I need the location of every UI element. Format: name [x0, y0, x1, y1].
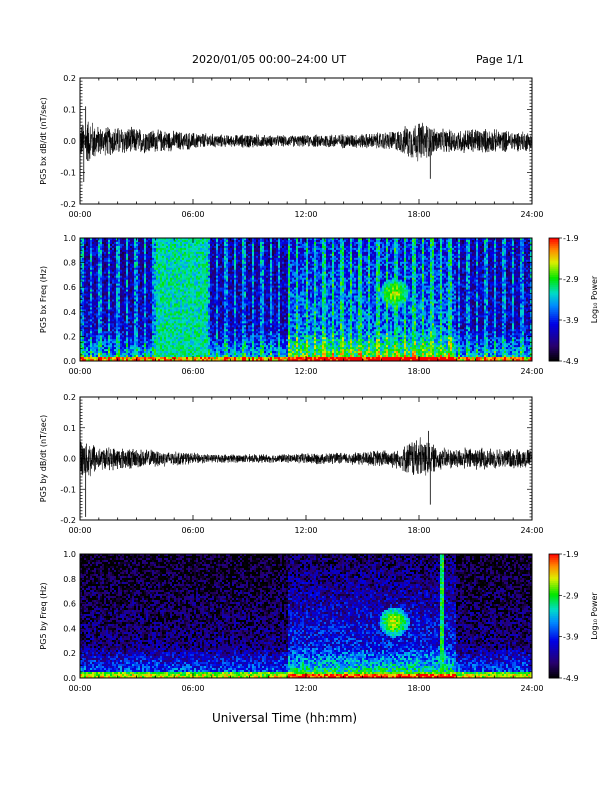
x-tick-label: 24:00 [520, 526, 543, 535]
y-tick-label: 0.0 [63, 357, 76, 366]
bx-spectrogram [80, 238, 532, 361]
colorbar-tick-label: -4.9 [563, 674, 579, 683]
signal-trace [80, 122, 532, 161]
x-tick-label: 18:00 [407, 684, 430, 693]
y-tick-label: 0.4 [63, 308, 76, 317]
y-tick-label: -0.1 [60, 169, 76, 178]
x-tick-label: 12:00 [294, 526, 317, 535]
y-tick-label: 0.2 [63, 649, 76, 658]
colorbar-label: Log₁₀ Power [590, 275, 599, 323]
y-tick-label: 0.2 [63, 393, 76, 402]
x-tick-label: 18:00 [407, 526, 430, 535]
y-axis-label: PG5 bx Freq (Hz) [39, 266, 48, 333]
by-timeseries [80, 397, 532, 520]
x-tick-label: 24:00 [520, 684, 543, 693]
bx-timeseries [80, 78, 532, 204]
y-tick-label: -0.2 [60, 516, 76, 525]
y-axis-label: PG5 by dB/dt (nT/sec) [39, 415, 48, 502]
x-tick-label: 00:00 [68, 684, 91, 693]
colorbar-tick-label: -2.9 [563, 591, 579, 600]
y-tick-label: 0.1 [63, 424, 76, 433]
y-tick-label: 0.2 [63, 74, 76, 83]
y-tick-label: 0.8 [63, 575, 76, 584]
bx-spectrogram-colorbar [549, 238, 562, 362]
x-tick-label: 06:00 [181, 210, 204, 219]
x-tick-label: 00:00 [68, 210, 91, 219]
y-tick-label: 0.1 [63, 106, 76, 115]
colorbar-tick-label: -3.9 [563, 316, 579, 325]
colorbar-tick-label: -1.9 [563, 234, 579, 243]
x-tick-label: 18:00 [407, 367, 430, 376]
y-tick-label: 0.0 [63, 137, 76, 146]
x-tick-label: 12:00 [294, 684, 317, 693]
y-axis-label: PG5 bx dB/dt (nT/sec) [39, 97, 48, 184]
x-tick-label: 24:00 [520, 367, 543, 376]
by-spectrogram-colorbar [549, 554, 562, 679]
x-tick-label: 18:00 [407, 210, 430, 219]
colorbar-tick-label: -2.9 [563, 275, 579, 284]
y-tick-label: 0.6 [63, 600, 76, 609]
colorbar-tick-label: -4.9 [563, 357, 579, 366]
y-tick-label: 0.4 [63, 624, 76, 633]
x-tick-label: 06:00 [181, 526, 204, 535]
y-tick-label: -0.2 [60, 200, 76, 209]
x-tick-label: 24:00 [520, 210, 543, 219]
x-tick-label: 12:00 [294, 210, 317, 219]
colorbar-tick-label: -1.9 [563, 550, 579, 559]
colorbar-label: Log₁₀ Power [590, 592, 599, 640]
signal-trace [80, 437, 532, 476]
x-tick-label: 06:00 [181, 367, 204, 376]
y-axis-label: PG5 by Freq (Hz) [39, 582, 48, 649]
y-tick-label: 0.8 [63, 259, 76, 268]
colorbar-tick-label: -3.9 [563, 633, 579, 642]
y-tick-label: 0.0 [63, 674, 76, 683]
y-tick-label: 0.6 [63, 283, 76, 292]
y-tick-label: 1.0 [63, 234, 76, 243]
x-tick-label: 12:00 [294, 367, 317, 376]
x-tick-label: 06:00 [181, 684, 204, 693]
x-tick-label: 00:00 [68, 367, 91, 376]
y-tick-label: 0.0 [63, 455, 76, 464]
x-tick-label: 00:00 [68, 526, 91, 535]
y-tick-label: -0.1 [60, 485, 76, 494]
by-spectrogram [80, 554, 532, 678]
y-tick-label: 1.0 [63, 550, 76, 559]
y-tick-label: 0.2 [63, 332, 76, 341]
